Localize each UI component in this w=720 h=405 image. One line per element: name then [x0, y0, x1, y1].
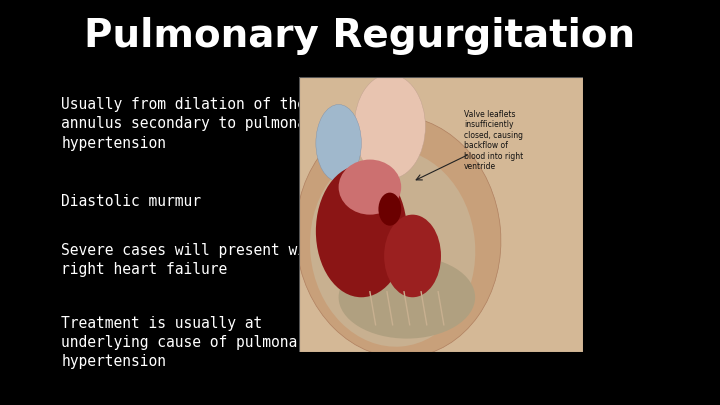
- Ellipse shape: [316, 165, 407, 297]
- Ellipse shape: [310, 149, 475, 347]
- Text: Valve leaflets
insufficiently
closed, causing
backflow of
blood into right
ventr: Valve leaflets insufficiently closed, ca…: [464, 110, 523, 171]
- Text: Diastolic murmur: Diastolic murmur: [61, 194, 201, 209]
- Text: Pulmonary Regurgitation: Pulmonary Regurgitation: [84, 17, 636, 55]
- Text: Severe cases will present with
right heart failure: Severe cases will present with right hea…: [61, 243, 324, 277]
- Ellipse shape: [296, 116, 501, 358]
- Text: Usually from dilation of the
annulus secondary to pulmonary
hypertension: Usually from dilation of the annulus sec…: [61, 97, 324, 151]
- Text: Treatment is usually at
underlying cause of pulmonary
hypertension: Treatment is usually at underlying cause…: [61, 316, 315, 369]
- Ellipse shape: [316, 104, 361, 181]
- Ellipse shape: [338, 256, 475, 339]
- Ellipse shape: [338, 160, 401, 215]
- Ellipse shape: [379, 193, 401, 226]
- Ellipse shape: [354, 74, 426, 179]
- Ellipse shape: [384, 215, 441, 297]
